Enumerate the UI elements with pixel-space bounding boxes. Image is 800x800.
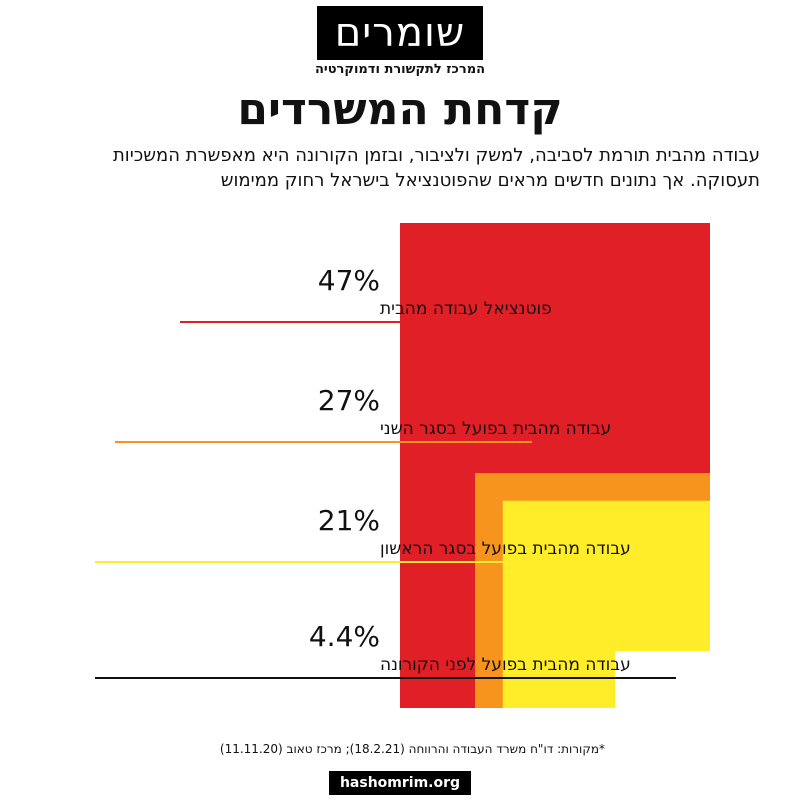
value-label-1: 47% [318,264,380,297]
page-subtitle: עבודה מהבית תורמת לסביבה, למשק ולציבור, … [112,145,760,191]
sources-footnote: *מקורות: דו"ח משרד העבודה והרווחה (18.2.… [219,742,605,756]
logo-subtitle: המרכז לתקשורת ודמוקרטיה [314,62,486,77]
page-title: קדחת המשרדים [237,84,563,135]
series-label-2: עבודה מהבית בפועל בסגר השני [380,419,611,439]
area-block-4 [615,651,710,708]
series-label-1: פוטנציאל עבודה מהבית [380,299,552,319]
logo: שומרים [317,6,483,60]
series-label-4: עבודה מהבית בפועל לפני הקורונה [380,655,631,675]
value-label-2: 27% [318,384,380,417]
value-label-3: 21% [318,504,380,537]
website-badge[interactable]: hashomrim.org [329,771,471,795]
series-label-3: עבודה מהבית בפועל בסגר הראשון [380,539,631,559]
value-label-4: 4.4% [309,620,380,653]
